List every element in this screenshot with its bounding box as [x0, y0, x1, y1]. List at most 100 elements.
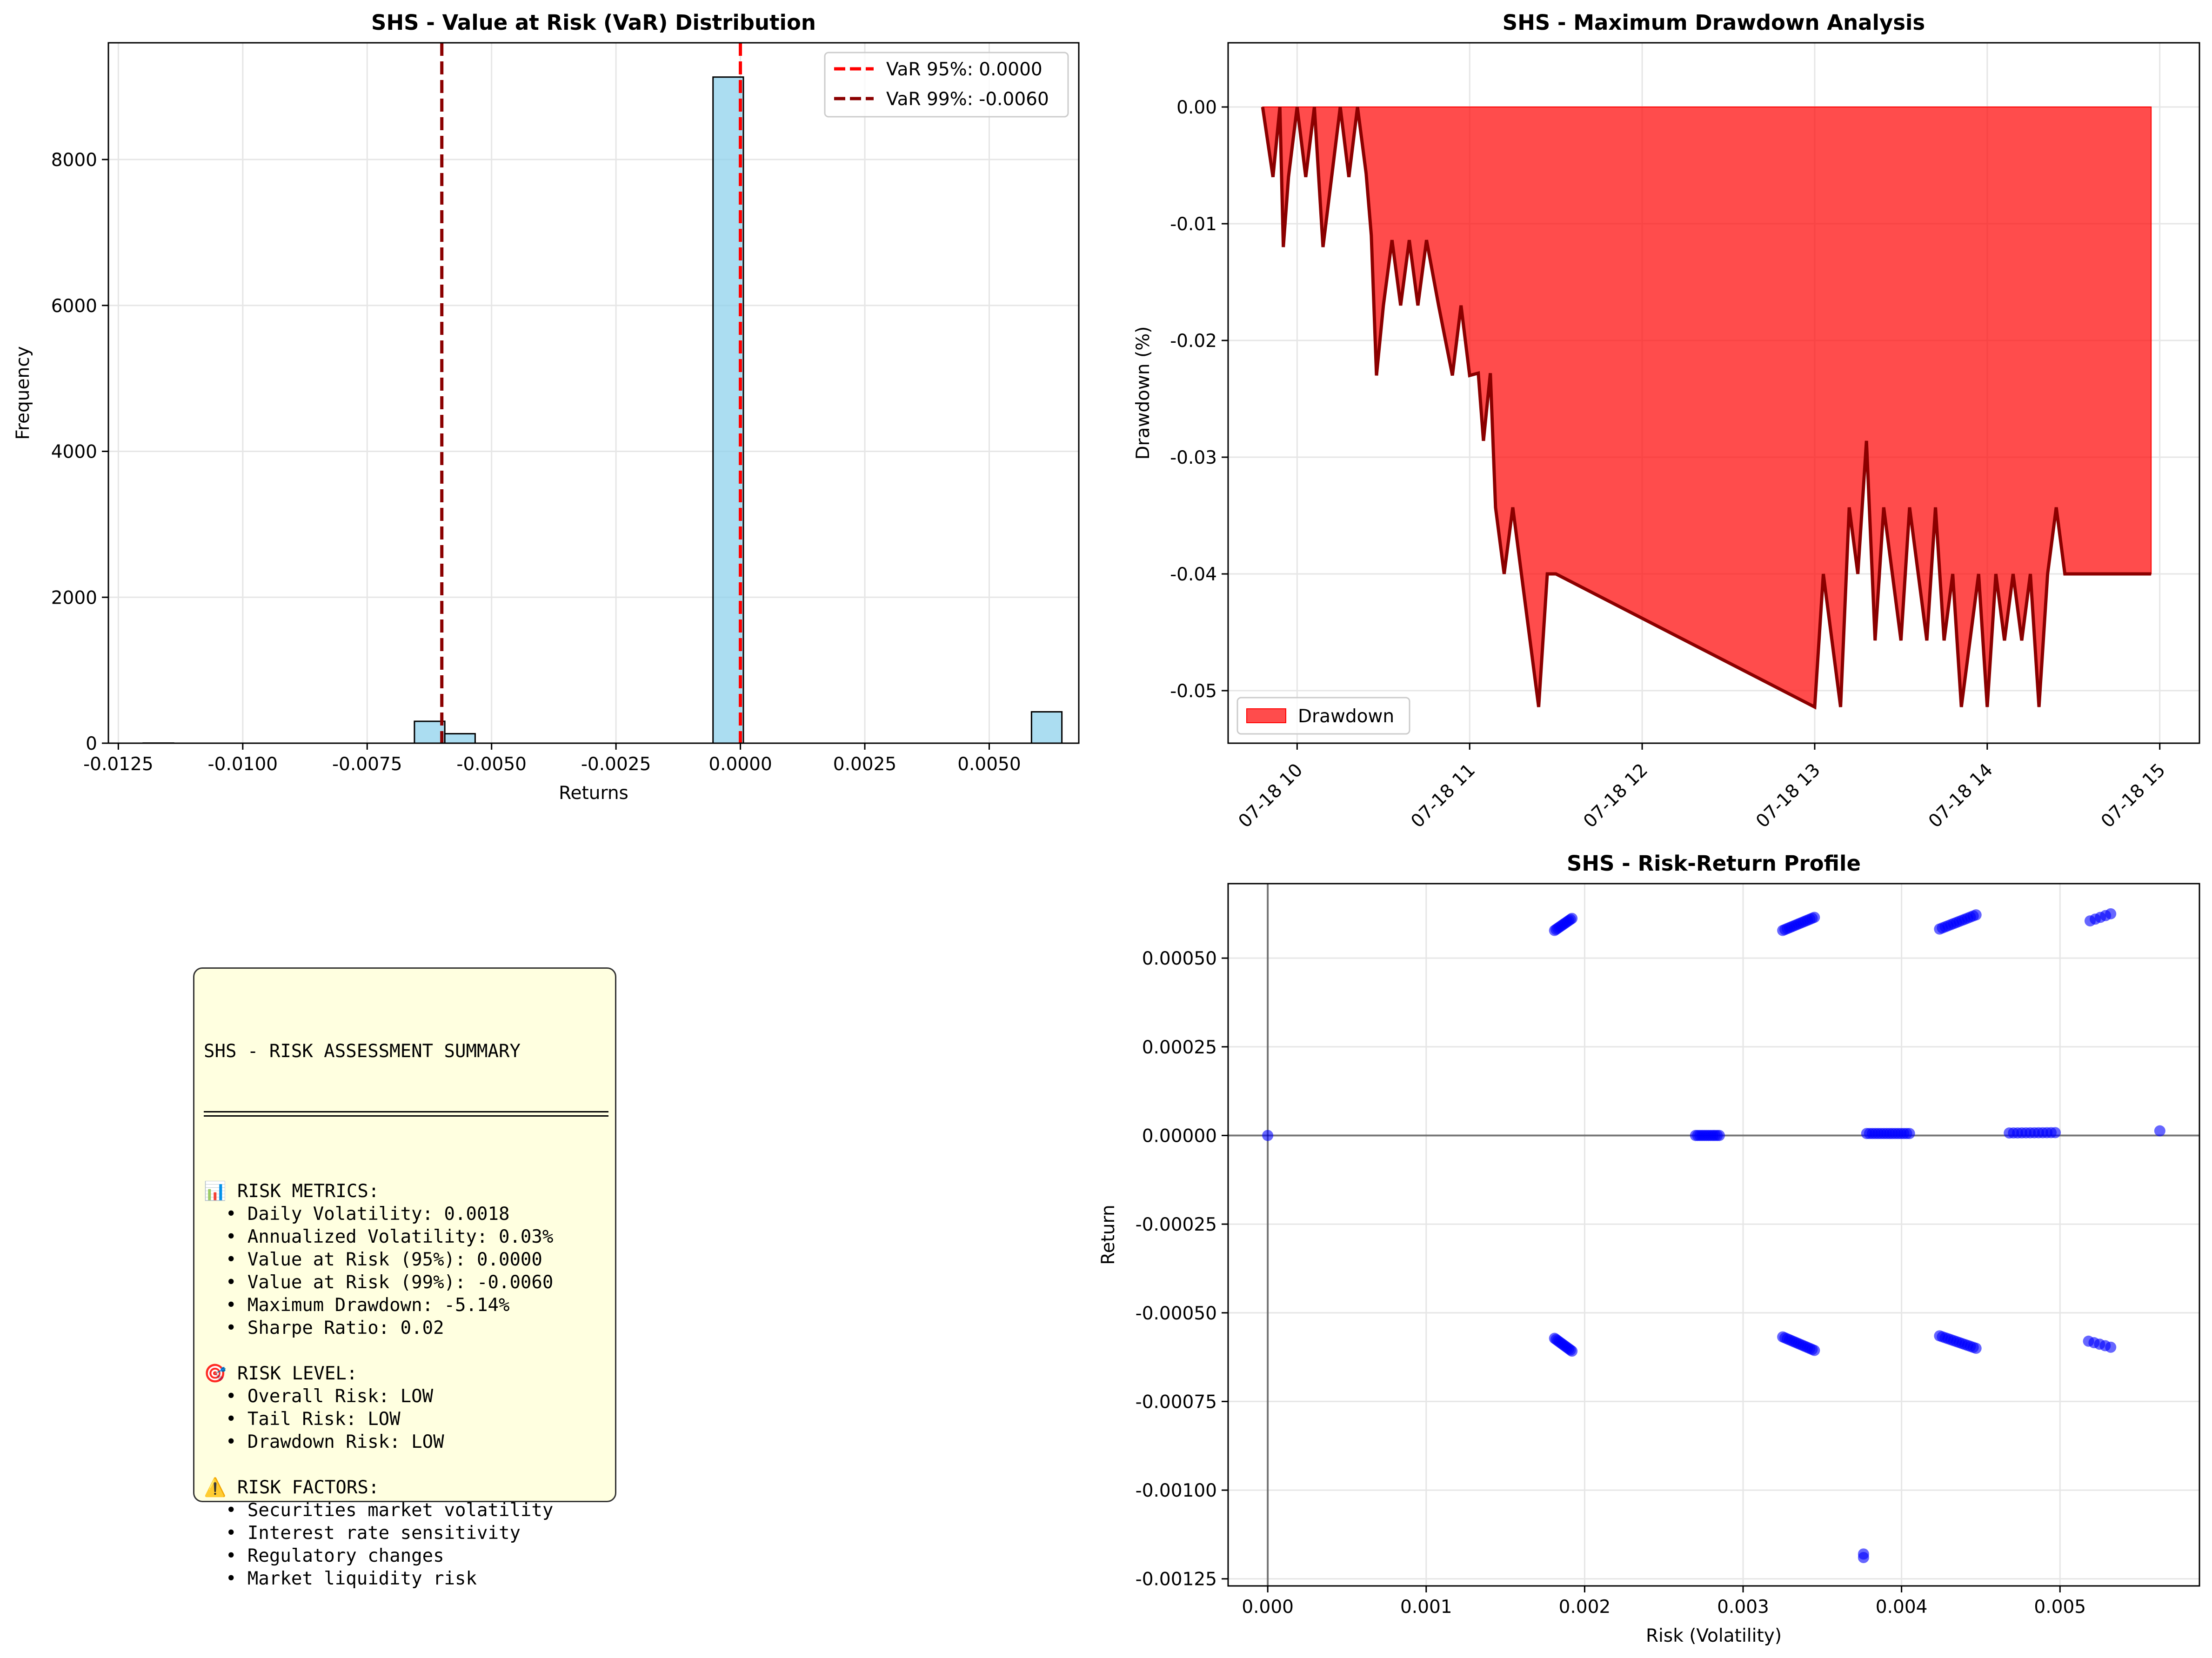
summary-title: SHS - RISK ASSESSMENT SUMMARY	[204, 1041, 521, 1062]
scatter-point	[1809, 912, 1820, 923]
summary-line: • Maximum Drawdown: -5.14%	[204, 1295, 510, 1316]
risk-return-panel: 0.000 0.001 0.002 0.003 0.004 0.005 0.00050 0.0…	[1098, 851, 2200, 1646]
y-axis-label: Frequency	[13, 346, 33, 439]
y-axis-label: Drawdown (%)	[1133, 326, 1154, 460]
summary-line: • Overall Risk: LOW	[204, 1386, 434, 1407]
histogram-bar	[444, 733, 476, 744]
summary-line: • Drawdown Risk: LOW	[204, 1432, 444, 1452]
y-tick-label: 0.00000	[1142, 1125, 1217, 1146]
summary-line: • Value at Risk (99%): -0.0060	[204, 1272, 554, 1293]
y-tick-label: -0.01	[1170, 214, 1217, 235]
x-tick-label: -0.0125	[83, 754, 154, 775]
scatter-point	[1858, 1551, 1869, 1563]
x-axis-label: Risk (Volatility)	[1646, 1625, 1782, 1646]
summary-line: • Tail Risk: LOW	[204, 1409, 401, 1430]
histogram-bar	[1030, 711, 1063, 744]
summary-line: • Sharpe Ratio: 0.02	[204, 1318, 444, 1338]
summary-line	[204, 1339, 615, 1362]
y-tick-label: -0.00075	[1136, 1392, 1217, 1412]
y-tick-label: 8000	[51, 150, 97, 171]
chart-title: SHS - Risk-Return Profile	[1567, 851, 1861, 876]
x-tick-label: 0.001	[1400, 1597, 1452, 1618]
scatter-point	[1566, 912, 1578, 924]
summary-line: • Daily Volatility: 0.0018	[204, 1204, 510, 1225]
y-tick-label: -0.00050	[1136, 1303, 1217, 1324]
x-tick-label: 0.0050	[957, 754, 1021, 775]
summary-line: • Securities market volatility	[204, 1500, 554, 1521]
axes-frame	[107, 42, 1080, 744]
y-tick-label: -0.05	[1170, 681, 1217, 702]
x-tick-label: 07-18 14	[1925, 759, 1997, 832]
y-tick-label: -0.00025	[1136, 1214, 1217, 1235]
histogram-bar	[414, 720, 446, 744]
var-histogram-panel: -0.0125 -0.0100 -0.0075 -0.0050 -0.0025 0.000…	[13, 10, 1080, 804]
summary-line: ⚠️ RISK FACTORS:	[204, 1477, 380, 1498]
y-tick-label: -0.04	[1170, 564, 1217, 585]
y-axis-label: Return	[1098, 1205, 1119, 1265]
y-tick-label: -0.00100	[1136, 1480, 1217, 1501]
y-tick-label: 0.00	[1176, 97, 1217, 118]
x-tick-label: 07-18 10	[1235, 759, 1307, 832]
legend-swatch	[1246, 708, 1286, 723]
axes-frame	[1227, 42, 2200, 744]
scatter-point	[2154, 1125, 2165, 1137]
scatter-point	[1970, 1343, 1982, 1354]
scatter-point	[2105, 1341, 2117, 1353]
legend-frame	[824, 52, 1069, 118]
x-tick-label: 07-18 11	[1407, 759, 1479, 832]
scatter-point	[2050, 1127, 2061, 1139]
chart-title: SHS - Maximum Drawdown Analysis	[1503, 10, 1925, 35]
scatter-point	[1904, 1128, 1915, 1139]
risk-summary-box: SHS - RISK ASSESSMENT SUMMARY 📊 RISK MET…	[193, 967, 616, 1589]
chart-title: SHS - Value at Risk (VaR) Distribution	[371, 10, 816, 35]
y-tick-label: -0.02	[1170, 331, 1217, 352]
legend: VaR 95%: 0.0000 VaR 99%: -0.0060	[824, 52, 1069, 118]
summary-line	[204, 1453, 615, 1476]
legend-entry: Drawdown	[1298, 706, 1394, 727]
x-tick-label: 07-18 15	[2097, 759, 2170, 832]
y-tick-label: 4000	[51, 442, 97, 463]
x-tick-label: -0.0100	[208, 754, 278, 775]
scatter-point	[1566, 1345, 1578, 1357]
y-tick-label: 0	[86, 733, 97, 754]
legend-frame	[1236, 697, 1410, 735]
x-tick-label: 0.005	[2034, 1597, 2086, 1618]
axes-frame	[1227, 883, 2200, 1587]
summary-line: 🎯 RISK LEVEL:	[204, 1363, 358, 1384]
summary-line: • Annualized Volatility: 0.03%	[204, 1226, 554, 1247]
summary-lines: 📊 RISK METRICS: • Daily Volatility: 0.00…	[204, 1180, 615, 1590]
y-tick-label: 0.00050	[1142, 948, 1217, 969]
scatter-point	[1262, 1130, 1274, 1141]
legend-entry: VaR 95%: 0.0000	[886, 59, 1043, 80]
scatter-point	[1970, 909, 1982, 921]
y-tick-label: 2000	[51, 587, 97, 608]
x-tick-label: 0.004	[1876, 1597, 1928, 1618]
x-tick-label: -0.0025	[581, 754, 651, 775]
x-tick-label: -0.0075	[332, 754, 402, 775]
summary-line: 📊 RISK METRICS:	[204, 1181, 380, 1202]
summary-title-rule	[204, 1111, 608, 1117]
x-tick-label: 0.0000	[708, 754, 772, 775]
legend: Drawdown	[1236, 697, 1410, 735]
drawdown-line	[1261, 107, 2152, 710]
y-tick-label: -0.00125	[1136, 1569, 1217, 1590]
x-tick-label: -0.0050	[456, 754, 527, 775]
scatter-point	[2105, 908, 2117, 919]
x-axis-label: Returns	[559, 783, 628, 804]
x-tick-label: 0.0025	[833, 754, 896, 775]
summary-line: • Interest rate sensitivity	[204, 1523, 521, 1544]
scatter-point	[1713, 1130, 1725, 1141]
summary-line: • Value at Risk (95%): 0.0000	[204, 1249, 542, 1270]
x-tick-label: 0.000	[1242, 1597, 1294, 1618]
summary-line: • Market liquidity risk	[204, 1568, 477, 1589]
legend-entry: VaR 99%: -0.0060	[886, 89, 1049, 110]
x-tick-label: 07-18 13	[1752, 759, 1824, 832]
drawdown-panel: 07-18 10 07-18 11 07-18 12 07-18 13 07-18 14…	[1133, 10, 2200, 832]
x-tick-label: 0.003	[1717, 1597, 1769, 1618]
summary-line: • Regulatory changes	[204, 1545, 444, 1566]
y-tick-label: -0.03	[1170, 447, 1217, 468]
y-tick-label: 6000	[51, 296, 97, 317]
y-tick-label: 0.00025	[1142, 1037, 1217, 1058]
x-tick-label: 07-18 12	[1579, 759, 1652, 832]
